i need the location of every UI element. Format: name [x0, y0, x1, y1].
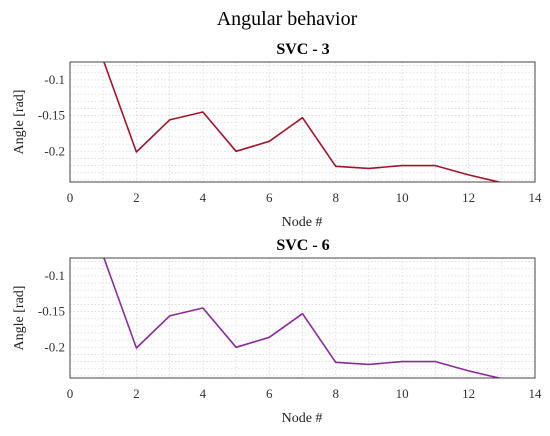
- chart-panel-svc-6: SVC - 6 0 2 4 6 8 10 12 14 -0.1 -0.15 -0.2 Node #…: [12, 237, 542, 426]
- series-lines: [103, 62, 502, 182]
- x-tick-label: 8: [332, 386, 339, 401]
- y-axis-label: Angle [rad]: [12, 286, 27, 351]
- x-axis-label: Node #: [282, 215, 323, 230]
- x-tick-label: 14: [529, 190, 543, 205]
- x-axis-label: Node #: [282, 411, 323, 426]
- series-line: [103, 62, 502, 182]
- x-tick-label: 0: [67, 386, 74, 401]
- y-tick-labels: -0.1 -0.15 -0.2: [38, 268, 65, 354]
- x-tick-label: 8: [332, 190, 339, 205]
- grid: [70, 258, 535, 378]
- x-tick-labels: 0 2 4 6 8 10 12 14: [67, 386, 542, 401]
- x-tick-label: 0: [67, 190, 74, 205]
- plot-frame: [69, 61, 536, 183]
- grid: [70, 62, 535, 182]
- x-tick-label: 6: [266, 190, 273, 205]
- x-tick-label: 2: [133, 190, 140, 205]
- y-axis-label: Angle [rad]: [12, 90, 27, 155]
- y-tick-label: -0.1: [44, 268, 65, 283]
- x-tick-label: 14: [529, 386, 543, 401]
- x-tick-label: 4: [200, 386, 207, 401]
- chart-panel-svc-3: SVC - 3 0 2 4 6 8 10 12 14 -0.1 -0.15 -0.2 Node #…: [12, 41, 542, 230]
- series-lines: [103, 258, 502, 378]
- y-tick-labels: -0.1 -0.15 -0.2: [38, 72, 65, 158]
- chart-title: SVC - 3: [276, 41, 329, 58]
- y-tick-label: -0.15: [38, 108, 65, 123]
- chart-title: SVC - 6: [276, 237, 329, 254]
- y-tick-label: -0.2: [44, 143, 65, 158]
- x-tick-labels: 0 2 4 6 8 10 12 14: [67, 190, 542, 205]
- x-tick-label: 12: [462, 190, 475, 205]
- x-tick-label: 6: [266, 386, 273, 401]
- y-tick-label: -0.1: [44, 72, 65, 87]
- x-tick-label: 10: [396, 190, 409, 205]
- x-tick-label: 12: [462, 386, 475, 401]
- y-tick-label: -0.2: [44, 339, 65, 354]
- x-tick-label: 10: [396, 386, 409, 401]
- figure-title: Angular behavior: [217, 8, 358, 30]
- series-line: [103, 258, 502, 378]
- plot-frame: [69, 257, 536, 379]
- x-tick-label: 2: [133, 386, 140, 401]
- x-tick-label: 4: [200, 190, 207, 205]
- y-tick-label: -0.15: [38, 304, 65, 319]
